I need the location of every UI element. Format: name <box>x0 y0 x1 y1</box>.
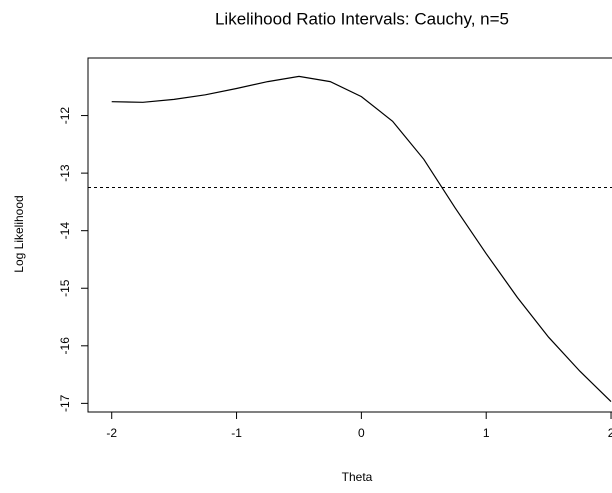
y-tick-label: -16 <box>58 337 72 355</box>
y-tick-label: -13 <box>58 164 72 182</box>
plot-box <box>87 57 612 413</box>
x-tick-label: -2 <box>106 426 117 440</box>
likelihood-curve <box>111 75 612 403</box>
x-tick-label: -1 <box>231 426 242 440</box>
y-tick-label: -14 <box>58 222 72 240</box>
x-tick-label: 1 <box>483 426 490 440</box>
y-tick-label: -15 <box>58 279 72 297</box>
y-tick-label: -12 <box>58 107 72 125</box>
x-axis-label: Theta <box>342 470 373 484</box>
x-tick-label: 0 <box>358 426 365 440</box>
y-tick-label: -17 <box>58 394 72 412</box>
chart-title: Likelihood Ratio Intervals: Cauchy, n=5 <box>215 9 509 28</box>
y-axis-label: Log Likelihood <box>12 195 26 272</box>
x-tick-label: 2 <box>608 426 612 440</box>
